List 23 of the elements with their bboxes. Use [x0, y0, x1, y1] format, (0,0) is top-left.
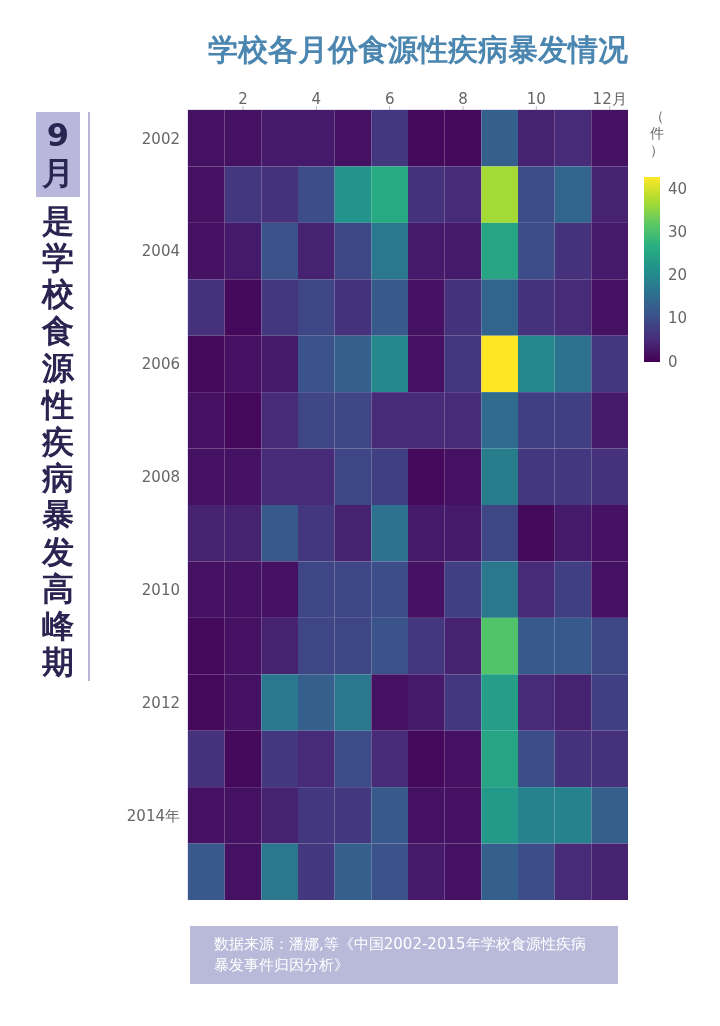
- text: 9月: [42, 116, 74, 193]
- y-tick-label: 2008: [141, 468, 180, 487]
- x-tick-label: 4: [311, 90, 322, 108]
- color-bar-label: 30: [668, 223, 688, 242]
- x-tick-label: 12月: [592, 90, 627, 108]
- text: 是学校食源性疾病暴发高峰期: [42, 201, 74, 682]
- y-tick-label: 2010: [141, 580, 180, 599]
- y-tick-label: 2006: [141, 355, 180, 374]
- source-note: 数据来源：潘娜,等《中国2002-2015年学校食源性疾病暴发事件归因分析》: [190, 926, 618, 984]
- color-bar-title: （件）: [649, 108, 665, 159]
- chart-title: 学校各月份食源性疾病暴发情况: [207, 31, 629, 69]
- x-tick-label: 10: [526, 90, 546, 108]
- y-tick-label: 2004: [141, 242, 180, 261]
- y-tick-label: 2012: [141, 693, 180, 712]
- x-tick-label: 8: [458, 90, 468, 108]
- y-tick-label: 2002: [141, 129, 180, 148]
- y-tick-label: 2014年: [126, 806, 180, 825]
- color-bar-label: 10: [668, 309, 688, 328]
- color-bar-label: 40: [668, 180, 688, 199]
- x-tick-label: 2: [238, 90, 248, 108]
- color-bar-label: 0: [668, 352, 678, 371]
- color-bar-label: 20: [668, 266, 688, 285]
- x-tick-label: 6: [384, 90, 395, 108]
